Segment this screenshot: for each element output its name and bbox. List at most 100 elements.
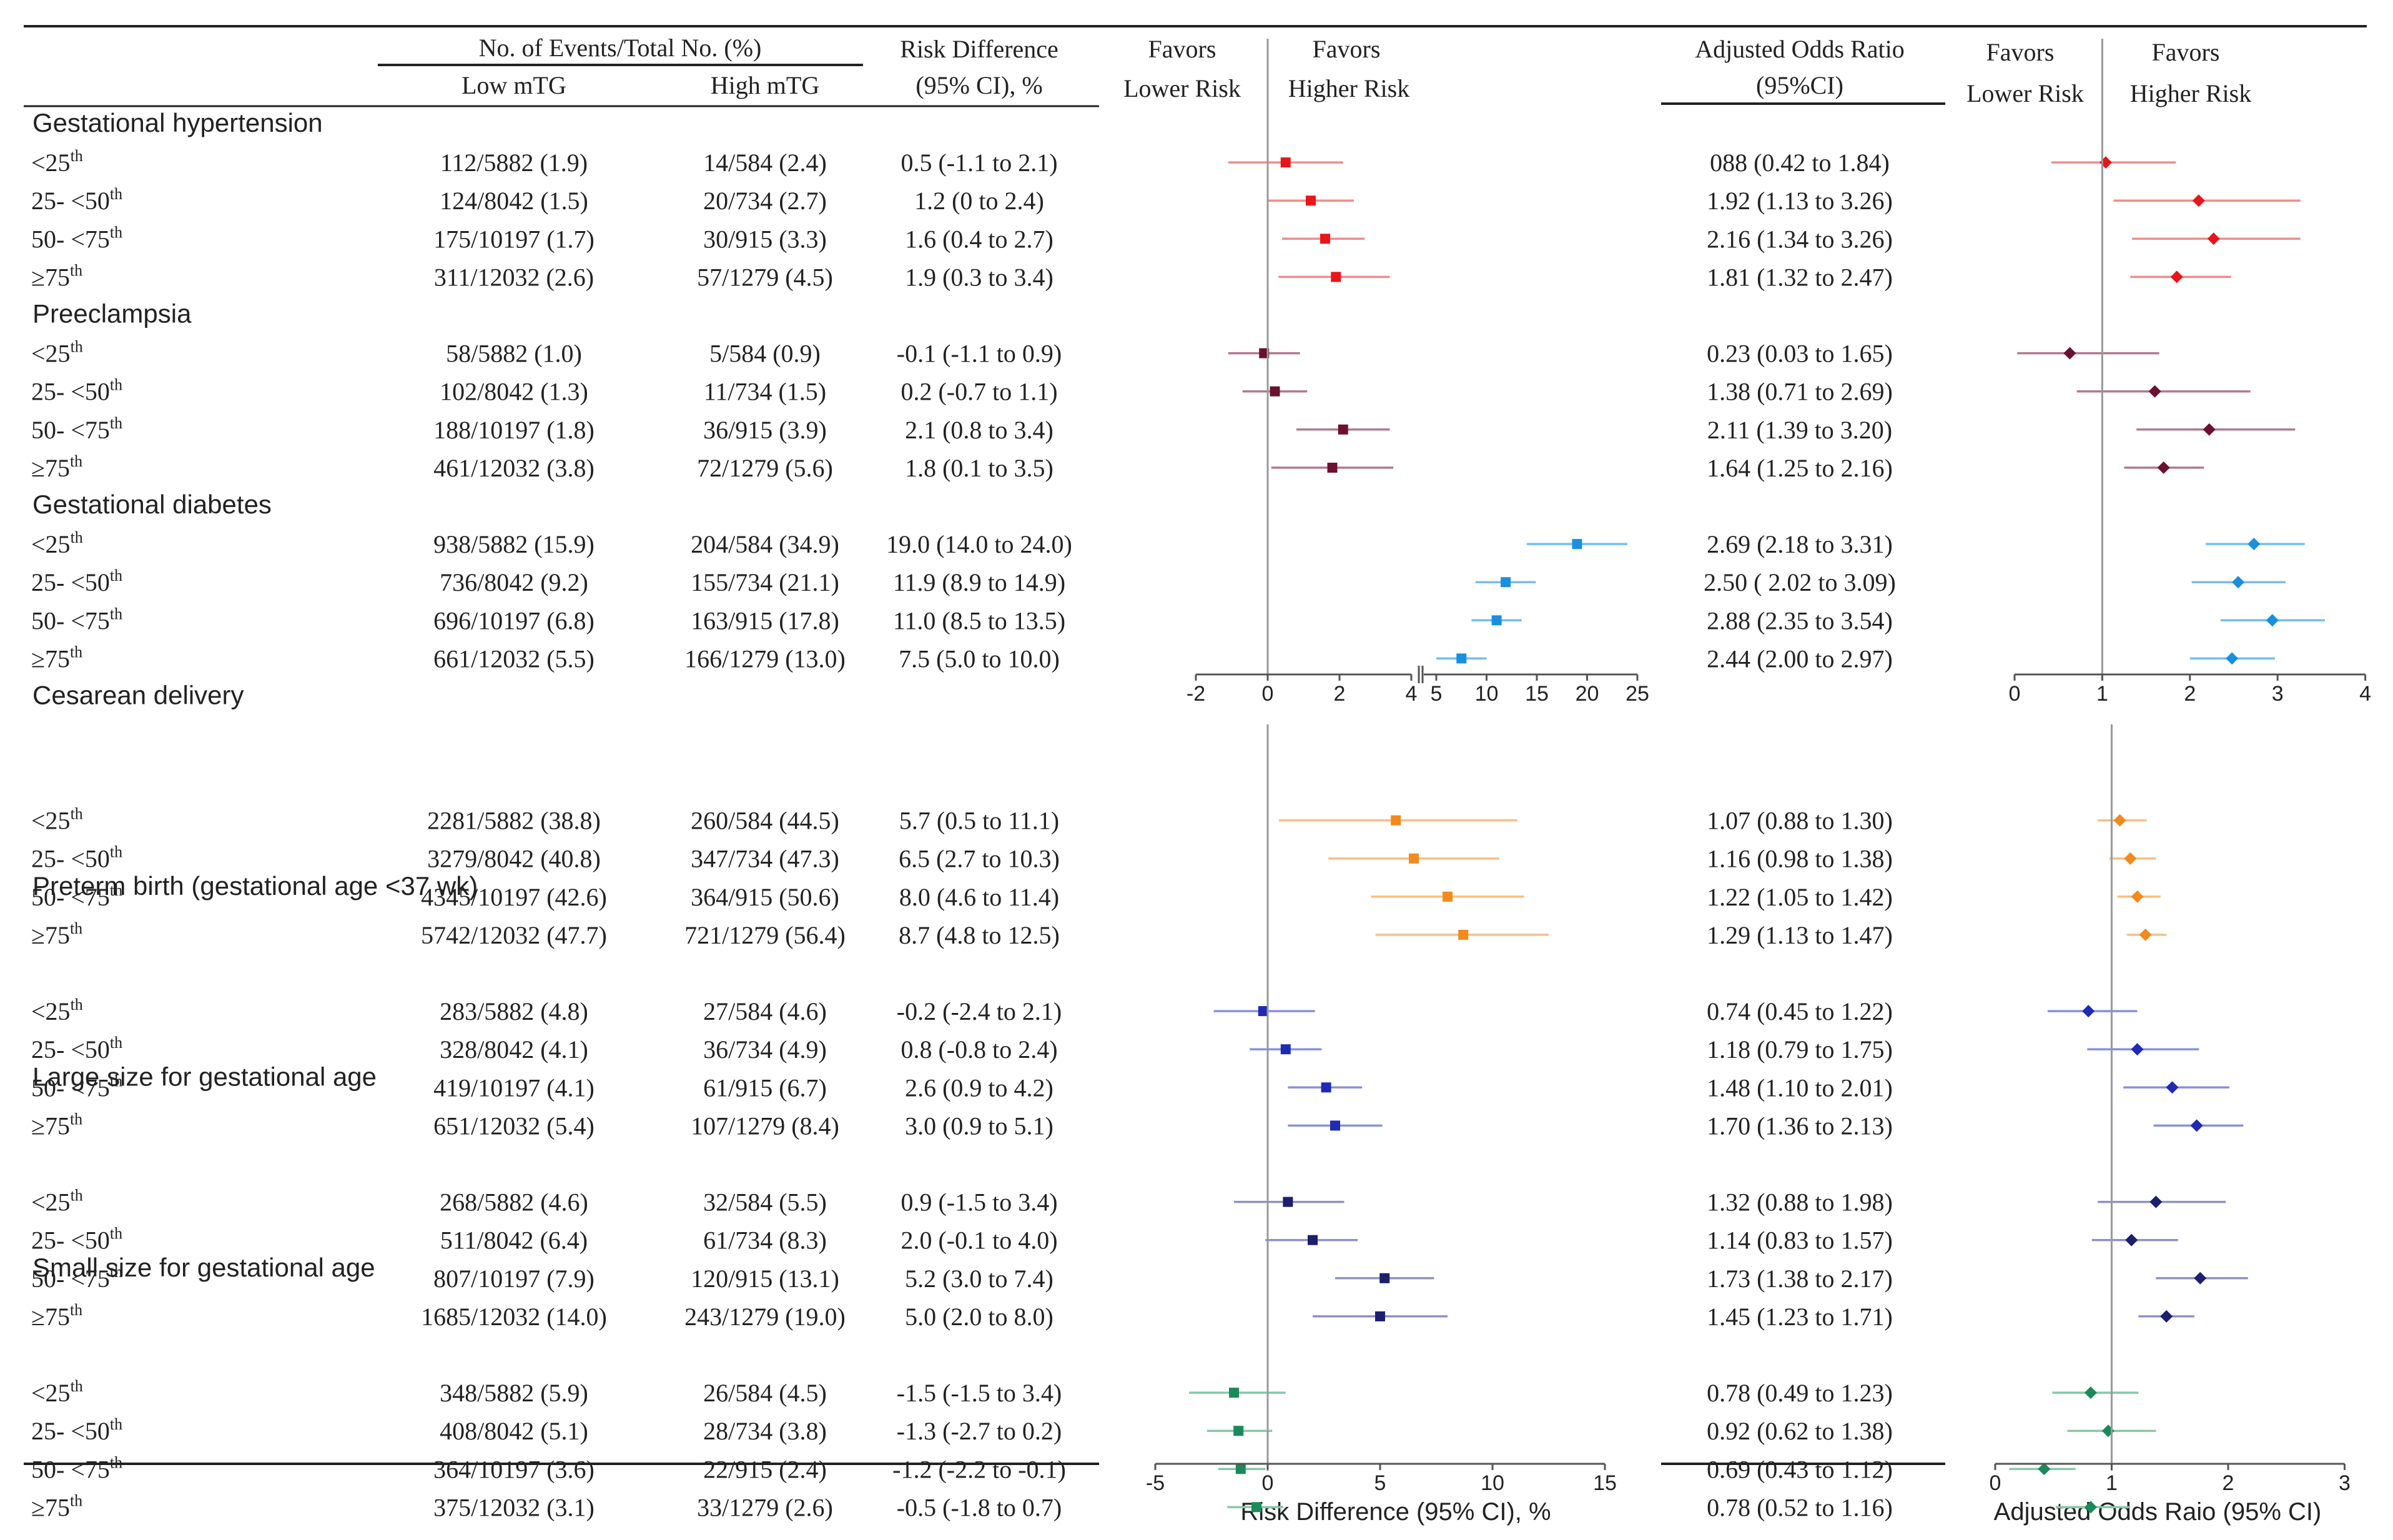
high-mtg-value: 20/734 (2.7)	[703, 187, 827, 215]
percentile-sup: th	[70, 1301, 82, 1319]
or-point	[2232, 576, 2245, 589]
rd-point	[1501, 577, 1511, 588]
rd-point	[1456, 653, 1467, 664]
or-point	[2203, 423, 2216, 436]
low-mtg-value: 2281/5882 (38.8)	[427, 807, 601, 835]
adjusted-or-value: 1.81 (1.32 to 2.47)	[1707, 263, 1893, 291]
or-upper-tick-label: 2	[2184, 682, 2196, 706]
risk-difference-value: 7.5 (5.0 to 10.0)	[899, 644, 1060, 673]
low-mtg-value: 408/8042 (5.1)	[440, 1417, 588, 1445]
or-point	[2084, 1501, 2097, 1514]
adjusted-or-value: 1.73 (1.38 to 2.17)	[1707, 1265, 1893, 1293]
low-mtg-value: 5742/12032 (47.7)	[421, 921, 607, 949]
or-upper-tick-label: 4	[2359, 682, 2371, 706]
percentile-sup: th	[70, 261, 82, 279]
rd-axis-title: Risk Difference (95% CI), %	[1240, 1498, 1551, 1526]
percentile-label: 50- <75th	[31, 1263, 122, 1293]
high-mtg-value: 166/1279 (13.0)	[684, 644, 846, 673]
low-mtg-value: 807/10197 (7.9)	[433, 1265, 595, 1293]
or-axis-title: Adjusted Odds Raio (95% CI)	[1994, 1498, 2322, 1526]
or-lower-tick-label: 3	[2339, 1471, 2351, 1495]
high-mtg-value: 61/734 (8.3)	[703, 1227, 827, 1255]
rd-point	[1283, 1197, 1293, 1207]
percentile-label: 50- <75th	[31, 605, 122, 634]
adjusted-or-value: 1.29 (1.13 to 1.47)	[1707, 921, 1893, 949]
high-mtg-value: 28/734 (3.8)	[703, 1417, 827, 1445]
percentile-label: 50- <75th	[31, 881, 122, 911]
rd-lower-tick-label: 0	[1262, 1471, 1274, 1495]
risk-difference-value: 1.6 (0.4 to 2.7)	[905, 225, 1053, 253]
rd-point	[1258, 1006, 1268, 1017]
adjusted-or-value: 1.38 (0.71 to 2.69)	[1707, 378, 1893, 406]
risk-difference-value: 5.0 (2.0 to 8.0)	[905, 1303, 1053, 1331]
or-point	[2194, 1271, 2207, 1285]
or-point	[2226, 652, 2239, 665]
risk-difference-value: 1.9 (0.3 to 3.4)	[905, 263, 1053, 291]
percentile-sup: th	[110, 185, 122, 203]
percentile-label: 25- <50th	[31, 1034, 122, 1064]
low-mtg-value: 736/8042 (9.2)	[440, 568, 588, 596]
rd-point	[1409, 853, 1419, 864]
low-mtg-value: 188/10197 (1.8)	[433, 416, 595, 444]
rd-lower-tick-label: 15	[1593, 1471, 1617, 1495]
or-point	[2207, 232, 2220, 245]
adjusted-or-value: 1.48 (1.10 to 2.01)	[1707, 1074, 1893, 1102]
rd-favors-higher-1: Favors	[1313, 35, 1381, 63]
high-mtg-value: 155/734 (21.1)	[691, 568, 839, 596]
percentile-label: 50- <75th	[31, 1072, 122, 1102]
or-point	[2148, 385, 2161, 398]
adjusted-or-value: 0.23 (0.03 to 1.65)	[1707, 340, 1893, 368]
or-lower-tick-label: 0	[1990, 1471, 2001, 1495]
rd-upper-tick-label: 0	[1262, 682, 1274, 706]
percentile-label: <25th	[31, 995, 83, 1025]
low-mtg-value: 364/10197 (3.6)	[433, 1455, 595, 1483]
rd-upper-tick-label: 15	[1525, 682, 1549, 706]
high-mtg-value: 243/1279 (19.0)	[684, 1303, 846, 1331]
or-point	[2131, 890, 2144, 903]
or-point	[2149, 1195, 2163, 1208]
group-title: Preeclampsia	[32, 299, 192, 328]
adjusted-or-value: 2.11 (1.39 to 3.20)	[1707, 416, 1892, 444]
rd-upper-tick-label: -2	[1187, 682, 1205, 706]
rd-upper-tick-label: 20	[1576, 682, 1599, 706]
percentile-label: 25- <50th	[31, 185, 122, 215]
percentile-label: <25th	[31, 338, 83, 368]
or-point	[2125, 1233, 2138, 1246]
high-mtg-value: 22/915 (2.4)	[703, 1455, 827, 1483]
risk-difference-value: 2.6 (0.9 to 4.2)	[905, 1074, 1053, 1102]
rd-favors-lower-1: Favors	[1148, 35, 1216, 63]
percentile-label: 25- <50th	[31, 1225, 122, 1255]
or-point	[2139, 928, 2152, 941]
low-mtg-value: 102/8042 (1.3)	[440, 378, 588, 406]
rd-point	[1280, 157, 1291, 168]
low-mtg-value: 328/8042 (4.1)	[440, 1035, 588, 1064]
percentile-label: ≥75th	[31, 643, 82, 673]
risk-difference-value: 8.0 (4.6 to 11.4)	[899, 883, 1059, 911]
risk-difference-value: -0.1 (-1.1 to 0.9)	[897, 340, 1062, 368]
percentile-label: 25- <50th	[31, 566, 122, 596]
percentile-sup: th	[70, 1491, 82, 1509]
rd-upper-tick-label: 5	[1431, 682, 1443, 706]
rd-point	[1375, 1311, 1385, 1321]
percentile-sup: th	[71, 338, 83, 356]
percentile-sup: th	[110, 1034, 122, 1052]
rd-point	[1270, 386, 1280, 397]
or-point	[2157, 461, 2170, 474]
or-upper-tick-label: 3	[2272, 682, 2284, 706]
percentile-label: 25- <50th	[31, 843, 122, 873]
high-mtg-value: 36/734 (4.9)	[703, 1035, 827, 1064]
percentile-sup: th	[110, 1415, 122, 1433]
percentile-label: ≥75th	[31, 1110, 82, 1140]
percentile-label: ≥75th	[31, 1491, 82, 1521]
or-point	[2082, 1005, 2095, 1018]
rd-point	[1229, 1388, 1239, 1398]
adjusted-or-value: 0.78 (0.49 to 1.23)	[1707, 1379, 1893, 1407]
low-mtg-value: 283/5882 (4.8)	[440, 997, 588, 1025]
low-mtg-value: 311/12032 (2.6)	[434, 263, 594, 291]
percentile-sup: th	[70, 919, 82, 937]
high-mtg-value: 36/915 (3.9)	[703, 416, 827, 444]
rd-point	[1251, 1502, 1261, 1513]
risk-difference-value: 11.9 (8.9 to 14.9)	[893, 568, 1065, 596]
adjusted-or-value: 088 (0.42 to 1.84)	[1710, 149, 1890, 177]
